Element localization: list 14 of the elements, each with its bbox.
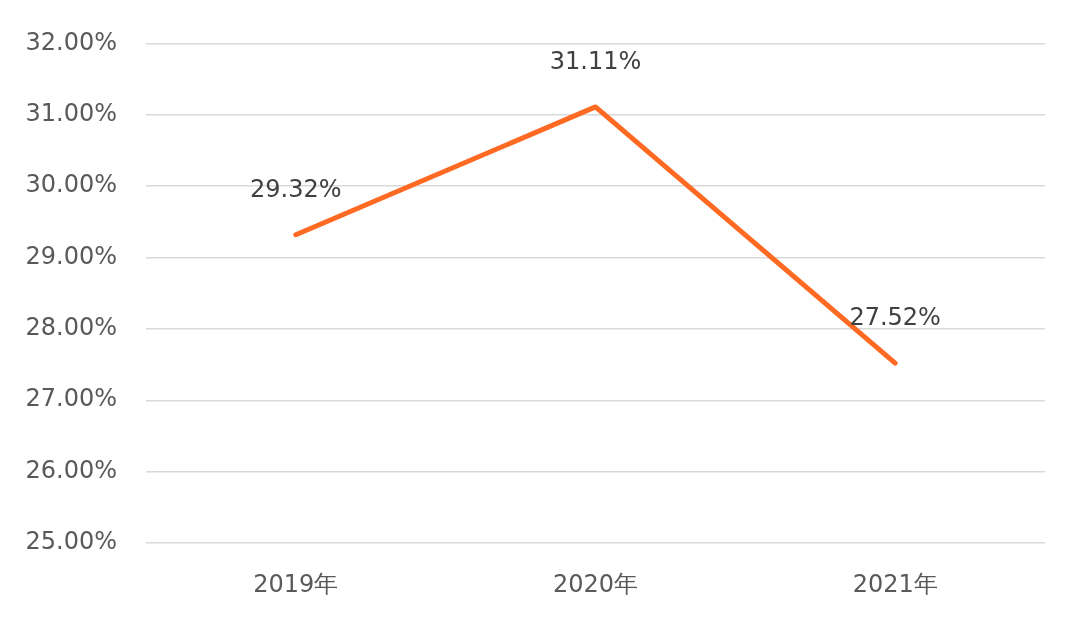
y-tick-label: 25.00% bbox=[25, 527, 117, 556]
y-tick-label: 26.00% bbox=[25, 455, 117, 484]
y-tick-label: 28.00% bbox=[25, 313, 117, 342]
y-tick-label: 30.00% bbox=[25, 170, 117, 199]
data-label: 27.52% bbox=[849, 303, 941, 332]
x-tick-label: 2020年 bbox=[552, 569, 639, 598]
data-label: 31.11% bbox=[549, 47, 642, 76]
y-tick-label: 29.00% bbox=[25, 241, 117, 270]
data-label: 29.32% bbox=[250, 174, 342, 203]
x-tick-label: 2019年 bbox=[253, 569, 339, 598]
y-tick-label: 32.00% bbox=[25, 27, 117, 56]
y-tick-label: 31.00% bbox=[25, 99, 117, 128]
x-tick-label: 2021年 bbox=[852, 569, 938, 598]
y-tick-label: 27.00% bbox=[25, 384, 117, 413]
